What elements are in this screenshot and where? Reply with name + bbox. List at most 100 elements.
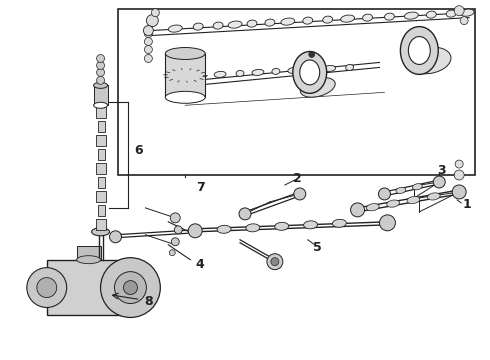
Ellipse shape — [236, 71, 244, 76]
Ellipse shape — [460, 9, 474, 16]
Circle shape — [460, 17, 468, 24]
Text: 4: 4 — [196, 258, 204, 271]
Ellipse shape — [345, 64, 354, 71]
Ellipse shape — [363, 14, 372, 21]
Ellipse shape — [323, 16, 333, 23]
Ellipse shape — [76, 256, 100, 264]
Circle shape — [97, 62, 104, 69]
Ellipse shape — [446, 10, 456, 17]
Ellipse shape — [247, 20, 257, 27]
Ellipse shape — [252, 69, 264, 76]
Circle shape — [145, 45, 152, 54]
Circle shape — [239, 208, 251, 220]
Ellipse shape — [193, 23, 203, 30]
Text: 6: 6 — [134, 144, 143, 157]
Ellipse shape — [413, 184, 422, 190]
Text: 5: 5 — [313, 241, 322, 254]
Circle shape — [97, 54, 104, 62]
Circle shape — [455, 160, 463, 168]
Circle shape — [151, 9, 159, 17]
Bar — [96, 107, 105, 118]
Circle shape — [172, 238, 179, 246]
Circle shape — [97, 68, 104, 76]
Ellipse shape — [217, 225, 231, 233]
Circle shape — [433, 176, 445, 188]
Circle shape — [169, 250, 175, 256]
Ellipse shape — [272, 68, 280, 75]
Ellipse shape — [404, 12, 418, 19]
Ellipse shape — [246, 224, 260, 232]
Circle shape — [100, 258, 160, 318]
Ellipse shape — [214, 71, 226, 77]
Text: 8: 8 — [144, 295, 153, 308]
Circle shape — [171, 213, 180, 223]
Circle shape — [309, 51, 315, 58]
Circle shape — [27, 268, 67, 307]
Ellipse shape — [387, 200, 399, 207]
Circle shape — [174, 226, 182, 234]
Circle shape — [271, 258, 279, 266]
Circle shape — [294, 188, 306, 200]
Ellipse shape — [300, 60, 319, 85]
Circle shape — [97, 76, 104, 84]
Circle shape — [110, 231, 122, 243]
Ellipse shape — [228, 21, 242, 28]
Ellipse shape — [265, 19, 275, 26]
Text: 3: 3 — [437, 163, 445, 176]
Ellipse shape — [275, 222, 289, 230]
Ellipse shape — [426, 11, 436, 18]
Bar — [98, 177, 104, 188]
Ellipse shape — [293, 51, 327, 93]
Bar — [96, 163, 105, 174]
Circle shape — [145, 30, 152, 37]
Bar — [96, 219, 105, 230]
Bar — [94, 85, 107, 105]
Ellipse shape — [288, 67, 300, 73]
Bar — [98, 149, 104, 160]
Ellipse shape — [407, 197, 420, 204]
Bar — [76, 246, 100, 260]
Ellipse shape — [213, 22, 223, 29]
Ellipse shape — [304, 221, 318, 229]
Ellipse shape — [385, 13, 394, 20]
Ellipse shape — [94, 82, 107, 88]
Circle shape — [37, 278, 57, 298]
Ellipse shape — [92, 228, 110, 236]
Ellipse shape — [367, 204, 379, 211]
Circle shape — [145, 37, 152, 45]
Text: 2: 2 — [294, 171, 302, 185]
Ellipse shape — [408, 37, 430, 64]
Circle shape — [144, 26, 153, 36]
Bar — [98, 121, 104, 132]
Ellipse shape — [169, 25, 182, 32]
Circle shape — [378, 188, 391, 200]
Ellipse shape — [165, 48, 205, 59]
Circle shape — [350, 203, 365, 217]
Bar — [119, 9, 475, 175]
Circle shape — [188, 224, 202, 238]
Ellipse shape — [427, 193, 440, 200]
Circle shape — [147, 15, 158, 27]
Ellipse shape — [300, 77, 335, 97]
Bar — [47, 260, 130, 315]
Ellipse shape — [165, 91, 205, 103]
Bar — [165, 54, 205, 97]
Ellipse shape — [400, 27, 438, 75]
Text: 1: 1 — [463, 198, 471, 211]
Circle shape — [454, 170, 464, 180]
Ellipse shape — [308, 67, 316, 72]
Ellipse shape — [303, 17, 313, 24]
Circle shape — [454, 6, 464, 15]
Circle shape — [145, 54, 152, 62]
Ellipse shape — [324, 66, 336, 71]
Circle shape — [379, 215, 395, 231]
Bar — [96, 191, 105, 202]
Circle shape — [115, 272, 147, 303]
Ellipse shape — [396, 187, 406, 193]
Ellipse shape — [341, 15, 355, 22]
Circle shape — [267, 254, 283, 270]
Bar — [96, 135, 105, 146]
Ellipse shape — [94, 102, 107, 108]
Circle shape — [123, 280, 137, 294]
Ellipse shape — [281, 18, 295, 25]
